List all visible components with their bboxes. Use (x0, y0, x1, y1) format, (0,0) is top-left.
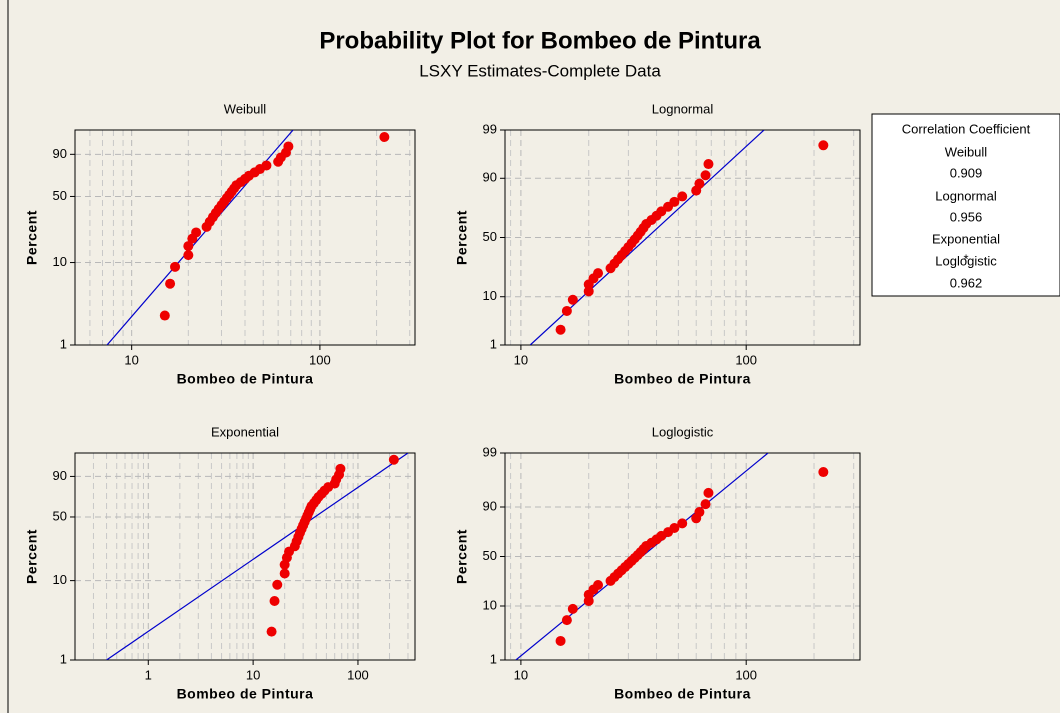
correlation-title: Correlation Coefficient (902, 121, 1031, 136)
correlation-name: Weibull (945, 144, 988, 159)
y-tick-label: 1 (60, 651, 67, 666)
figure-subtitle: LSXY Estimates-Complete Data (419, 61, 661, 80)
plot-frame (74, 129, 416, 346)
correlation-value: * (963, 251, 968, 266)
data-point (694, 178, 705, 189)
data-point (269, 596, 280, 607)
correlation-value: 0.956 (950, 209, 983, 224)
panel-title: Loglogistic (652, 424, 714, 439)
y-tick-label: 10 (53, 254, 67, 269)
y-tick-label: 10 (53, 572, 67, 587)
data-point (677, 191, 688, 202)
data-point (388, 454, 399, 465)
data-point (593, 268, 604, 279)
data-point (818, 467, 829, 478)
y-tick-label: 1 (490, 651, 497, 666)
y-axis-label: Percent (24, 529, 40, 584)
y-tick-label: 50 (53, 508, 67, 523)
x-tick-label: 100 (735, 352, 757, 367)
panel: 10 100 1 10 50 90 99 Loglogistic Bombeo de Pintu… (454, 424, 861, 702)
y-tick-label: 1 (490, 336, 497, 351)
x-axis-label: Bombeo de Pintura (177, 371, 314, 387)
panel-title: Lognormal (652, 101, 714, 116)
x-tick-label: 10 (514, 352, 528, 367)
data-point (165, 278, 176, 289)
data-point (191, 227, 202, 238)
x-tick-label: 10 (246, 667, 260, 682)
x-axis-label: Bombeo de Pintura (177, 686, 314, 702)
panel-title: Weibull (224, 101, 267, 116)
panel: 10 100 1 10 50 90 99 Lognormal Bombeo de Pintura… (454, 101, 861, 387)
data-point (283, 141, 294, 152)
data-point (266, 626, 277, 637)
x-tick-label: 100 (309, 352, 331, 367)
correlation-name: Exponential (932, 231, 1000, 246)
y-axis-label: Percent (454, 529, 470, 584)
y-tick-label: 50 (483, 548, 497, 563)
data-point (700, 170, 711, 181)
plot-frame (504, 452, 861, 661)
y-tick-label: 10 (483, 288, 497, 303)
y-tick-label: 10 (483, 597, 497, 612)
data-point (567, 294, 578, 305)
y-tick-label: 50 (483, 229, 497, 244)
y-tick-label: 90 (483, 170, 497, 185)
x-axis-label: Bombeo de Pintura (614, 371, 751, 387)
data-point (694, 507, 705, 518)
x-tick-label: 1 (145, 667, 152, 682)
y-tick-label: 99 (483, 121, 497, 136)
y-axis-label: Percent (24, 210, 40, 265)
correlation-value: 0.909 (950, 165, 983, 180)
figure-title: Probability Plot for Bombeo de Pintura (319, 27, 761, 54)
x-tick-label: 10 (514, 667, 528, 682)
data-point (183, 241, 194, 252)
data-point (583, 286, 594, 297)
plot-frame (504, 129, 861, 346)
data-point (159, 310, 170, 321)
y-tick-label: 90 (483, 498, 497, 513)
data-point (379, 132, 390, 143)
correlation-value: 0.962 (950, 275, 983, 290)
y-tick-label: 1 (60, 336, 67, 351)
panel-title: Exponential (211, 424, 279, 439)
x-axis-label: Bombeo de Pintura (614, 686, 751, 702)
data-point (703, 487, 714, 498)
data-point (677, 518, 688, 529)
plot-frame (74, 452, 416, 661)
data-point (272, 579, 283, 590)
data-point (555, 324, 566, 335)
correlation-name: Lognormal (935, 188, 997, 203)
data-point (669, 522, 680, 533)
x-tick-label: 10 (124, 352, 138, 367)
data-point (170, 261, 181, 272)
data-point (561, 305, 572, 316)
data-point (261, 160, 272, 171)
correlation-name: Loglogistic (935, 253, 997, 268)
data-point (818, 140, 829, 151)
data-point (700, 499, 711, 510)
fit-line (106, 453, 409, 660)
y-tick-label: 50 (53, 188, 67, 203)
x-tick-label: 100 (347, 667, 369, 682)
panel: 1 10 100 1 10 50 90 Exponential Bombeo de Pintur… (24, 424, 416, 702)
data-point (567, 603, 578, 614)
data-point (335, 463, 346, 474)
y-axis-label: Percent (454, 210, 470, 265)
panel: 10 100 1 10 50 90 Weibull Bombeo de Pintura Perc… (24, 101, 416, 387)
data-point (183, 250, 194, 261)
data-point (593, 580, 604, 591)
data-point (703, 159, 714, 170)
x-tick-label: 100 (735, 667, 757, 682)
data-point (555, 635, 566, 646)
y-tick-label: 90 (53, 146, 67, 161)
data-point (669, 196, 680, 207)
data-point (561, 615, 572, 626)
y-tick-label: 90 (53, 468, 67, 483)
data-point (279, 568, 290, 579)
correlation-box (871, 113, 1060, 297)
y-tick-label: 99 (483, 444, 497, 459)
